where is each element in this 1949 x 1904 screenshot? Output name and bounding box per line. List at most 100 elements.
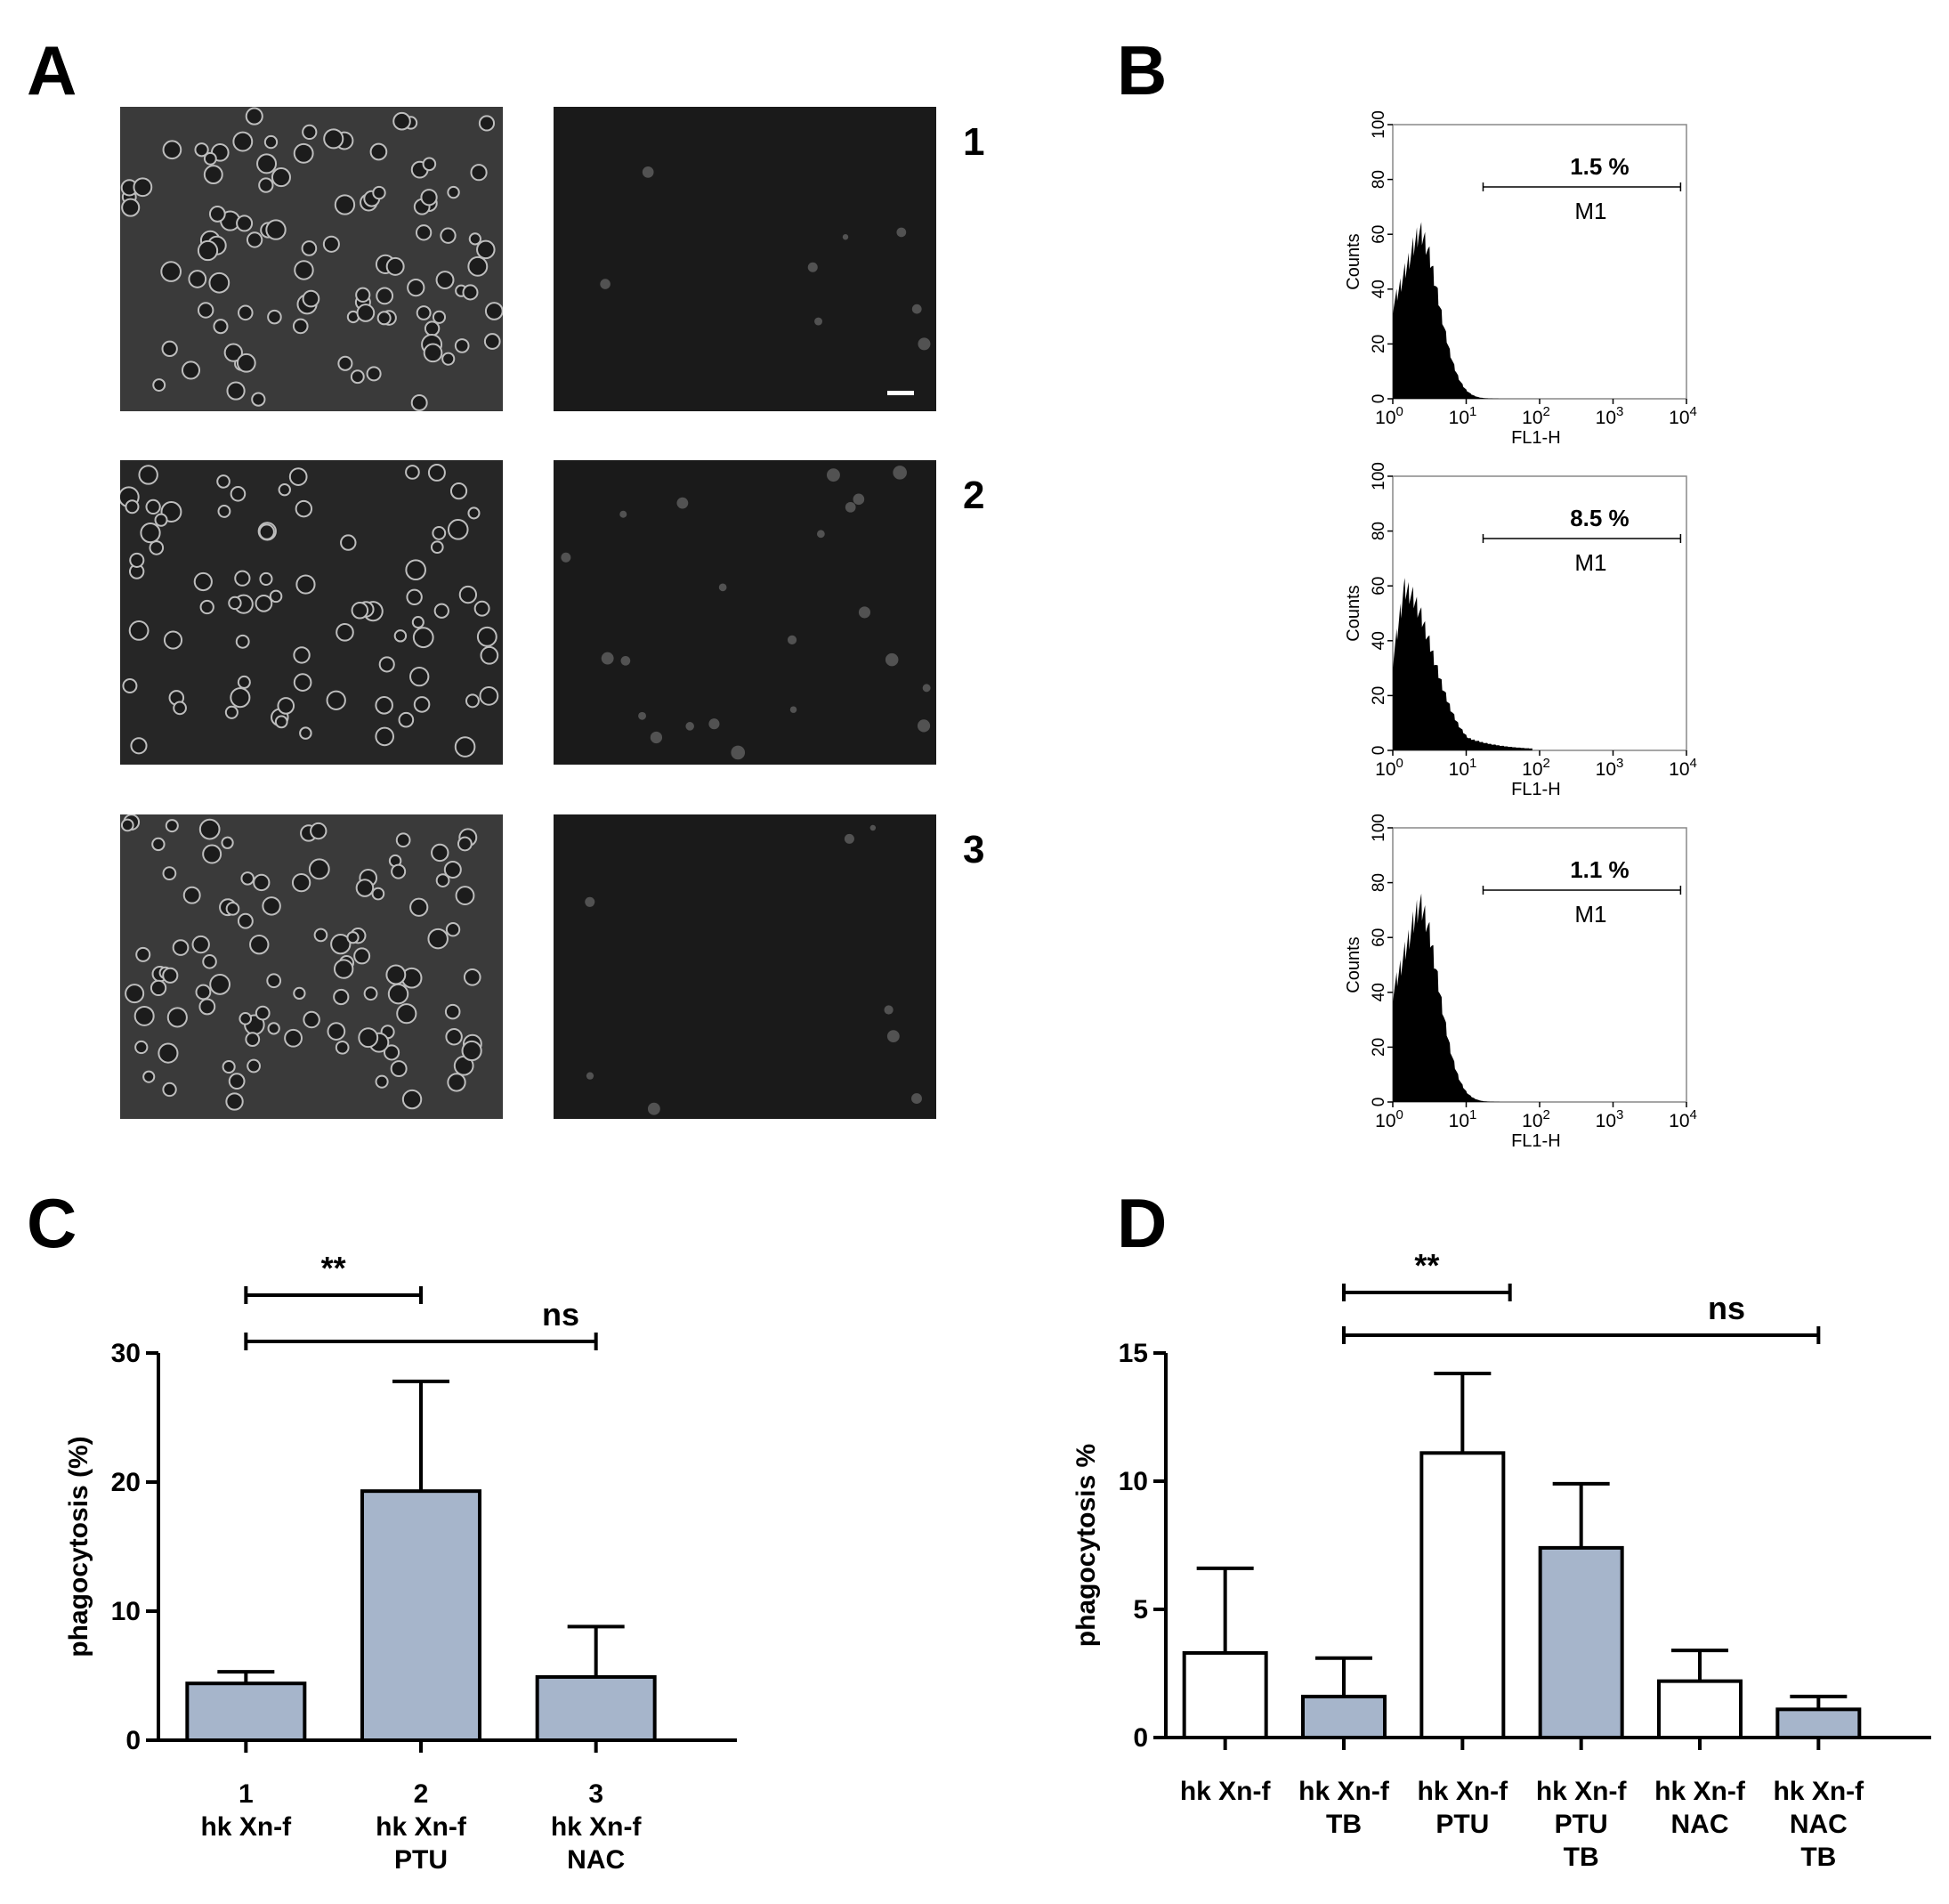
- panel-label-a: A: [27, 31, 77, 109]
- cell: [140, 523, 161, 544]
- histogram-area: [1393, 893, 1533, 1102]
- significance-label: ns: [542, 1296, 579, 1333]
- x-tick-label: 101: [1449, 756, 1477, 780]
- cell: [479, 685, 499, 706]
- bar-3: [1419, 1451, 1506, 1739]
- cell: [163, 630, 183, 650]
- cell: [128, 620, 150, 641]
- cell: [385, 256, 405, 276]
- cell: [162, 866, 177, 881]
- cell: [393, 629, 408, 643]
- cell: [371, 887, 385, 901]
- cell: [267, 1022, 280, 1035]
- x-tick-base: 10: [1449, 759, 1469, 780]
- y-tick-label: 5: [1133, 1595, 1148, 1624]
- cell: [431, 843, 449, 863]
- x-tick-exponent: 3: [1616, 1107, 1623, 1122]
- cell: [484, 302, 503, 320]
- x-tick-base: 10: [1596, 1111, 1616, 1131]
- cell: [398, 711, 415, 728]
- cell: [334, 194, 356, 215]
- panel-label-c: C: [27, 1184, 77, 1262]
- cell: [369, 142, 388, 161]
- cell: [217, 504, 231, 518]
- cell: [443, 860, 462, 879]
- cell: [133, 1005, 155, 1026]
- category-label: 2: [414, 1779, 429, 1809]
- cell: [247, 1058, 261, 1074]
- cell: [356, 304, 376, 322]
- cell: [301, 240, 318, 256]
- cell: [478, 115, 496, 132]
- y-axis-label: Counts: [1344, 936, 1363, 993]
- y-tick-label: 40: [1370, 631, 1388, 650]
- y-tick-label: 0: [1370, 746, 1388, 756]
- cell: [142, 1070, 156, 1083]
- cell: [172, 939, 190, 956]
- cell: [375, 726, 394, 747]
- cell: [293, 986, 306, 1001]
- cell: [121, 198, 141, 217]
- cell: [462, 284, 479, 301]
- y-tick-label: 20: [1370, 686, 1388, 705]
- cell: [237, 912, 254, 929]
- category-label: hk Xn-f: [1298, 1777, 1390, 1806]
- x-tick-base: 10: [1449, 408, 1469, 428]
- cell: [409, 666, 430, 687]
- cell: [197, 239, 219, 262]
- cell: [468, 232, 481, 246]
- cell: [216, 474, 230, 489]
- category-label: NAC: [1671, 1810, 1729, 1839]
- y-tick-label: 80: [1370, 873, 1388, 892]
- category-label: TB: [1800, 1843, 1836, 1872]
- cell: [238, 304, 254, 321]
- cell: [277, 697, 295, 715]
- cell: [173, 701, 187, 716]
- y-tick-label: 100: [1370, 814, 1388, 842]
- fluorescent-cell: [620, 655, 631, 666]
- y-tick-label: 40: [1370, 280, 1388, 298]
- cell: [191, 935, 210, 954]
- cell: [427, 463, 446, 482]
- bar-5: [1657, 1679, 1743, 1740]
- cell: [455, 886, 475, 905]
- category-label: hk Xn-f: [1417, 1777, 1508, 1806]
- cell: [355, 879, 375, 897]
- y-tick-label: 20: [111, 1468, 141, 1497]
- cell: [302, 124, 318, 141]
- fluorescent-cell: [885, 652, 899, 667]
- fluorescent-cell: [911, 304, 922, 314]
- y-tick-label: 40: [1370, 983, 1388, 1001]
- cell: [230, 485, 247, 502]
- fluorescent-cell: [731, 745, 746, 760]
- cell: [337, 355, 353, 371]
- cell: [160, 261, 182, 282]
- y-axis-label: phagocytosis (%): [64, 1436, 93, 1657]
- fluorescent-cell: [638, 711, 646, 720]
- cell: [181, 361, 201, 380]
- fluor-field-2: [561, 466, 931, 760]
- fluorescence-image-2: [554, 460, 936, 765]
- cell: [188, 270, 207, 288]
- cell: [193, 571, 213, 592]
- fluorescent-cell: [586, 1072, 594, 1080]
- cell: [376, 287, 394, 305]
- x-tick-base: 10: [1669, 1111, 1689, 1131]
- bar-2: [360, 1489, 481, 1742]
- bar-chart-d: 0 5 10 15 phagocytosis % hk Xn-f hk Xn-f TB hk X…: [1072, 1247, 1931, 1872]
- gate-percent: 1.1 %: [1570, 856, 1630, 883]
- x-tick-label: 100: [1375, 404, 1403, 428]
- x-tick-label: 101: [1449, 1107, 1477, 1131]
- cell: [432, 310, 447, 324]
- fluorescent-cell: [844, 833, 854, 844]
- x-tick-exponent: 2: [1543, 756, 1550, 771]
- cell: [240, 871, 255, 886]
- cell: [432, 526, 447, 540]
- x-tick-exponent: 0: [1396, 756, 1403, 771]
- histogram-area: [1393, 578, 1533, 750]
- cell: [245, 107, 263, 126]
- y-tick-label: 15: [1119, 1339, 1148, 1368]
- cell: [375, 696, 393, 715]
